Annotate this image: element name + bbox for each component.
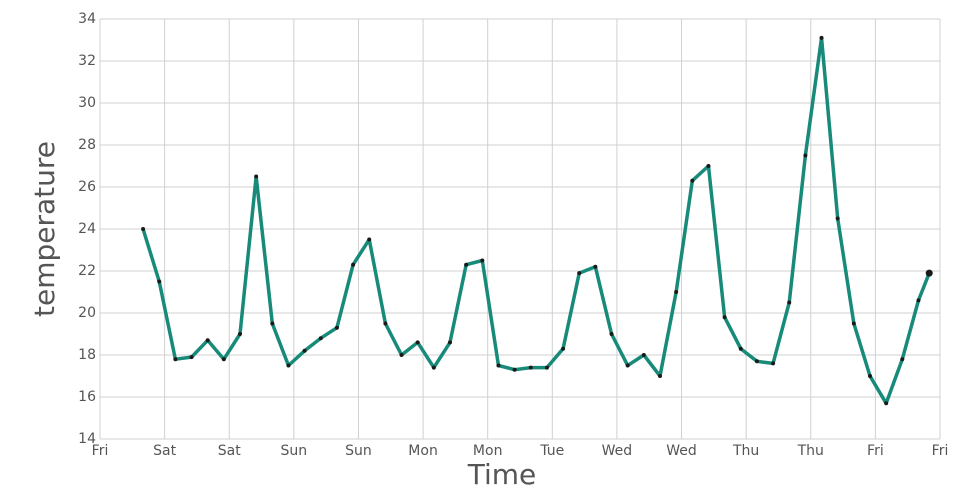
x-tick-label: Wed	[602, 443, 633, 459]
point	[496, 363, 501, 368]
point	[787, 300, 792, 305]
x-tick-label: Fri	[932, 443, 949, 459]
point	[925, 269, 933, 277]
x-tick-label: Thu	[797, 443, 824, 459]
point	[464, 262, 469, 267]
point	[835, 216, 840, 221]
point	[851, 321, 856, 326]
point	[480, 258, 485, 263]
x-tick-label: Sat	[153, 443, 176, 459]
point	[205, 338, 210, 343]
y-tick-label: 28	[78, 137, 96, 153]
point	[706, 164, 711, 168]
y-tick-label: 18	[78, 347, 96, 363]
x-tick-label: Mon	[473, 443, 503, 459]
line	[141, 36, 931, 406]
point	[189, 355, 194, 360]
x-tick-label: Fri	[867, 443, 884, 459]
point	[448, 340, 452, 345]
point	[900, 357, 905, 362]
point	[754, 359, 759, 364]
point	[431, 365, 436, 370]
point	[609, 332, 614, 336]
point	[561, 346, 566, 351]
point	[270, 321, 275, 326]
point	[625, 363, 630, 368]
point	[916, 298, 921, 303]
point	[884, 401, 889, 406]
point	[302, 348, 307, 353]
y-tick-label: 24	[78, 221, 96, 237]
point	[221, 357, 226, 362]
point	[157, 279, 162, 284]
point	[318, 336, 323, 341]
y-axis-label: temperature	[28, 141, 61, 317]
y-tick-label: 16	[78, 389, 96, 405]
y-tick-label: 34	[78, 11, 96, 27]
point	[286, 363, 291, 368]
y-tick-label: 20	[78, 305, 96, 321]
x-tick-label: Thu	[732, 443, 759, 459]
y-tick-label: 30	[78, 95, 96, 111]
point	[868, 374, 872, 378]
y-tick-label: 32	[78, 53, 96, 69]
x-tick-label: Fri	[92, 443, 109, 459]
point	[690, 178, 695, 183]
point	[334, 325, 339, 330]
x-tick-label: Wed	[666, 443, 697, 459]
point	[771, 361, 776, 366]
x-axis-label: Time	[467, 458, 537, 491]
point	[351, 262, 356, 267]
y-tick-label: 22	[78, 263, 96, 279]
point	[803, 153, 808, 158]
point	[544, 365, 549, 370]
point	[738, 346, 743, 351]
point	[238, 332, 242, 336]
x-tick-label: Mon	[408, 443, 438, 459]
point	[367, 237, 372, 242]
x-tick-label: Sat	[218, 443, 241, 459]
point	[141, 227, 146, 231]
point	[593, 264, 598, 269]
point	[512, 367, 517, 372]
point	[254, 174, 259, 179]
point	[383, 321, 388, 326]
x-tick-label: Tue	[539, 443, 564, 459]
point	[577, 271, 582, 276]
point	[415, 340, 420, 345]
x-tick-label: Sun	[345, 443, 372, 459]
point	[819, 35, 824, 40]
point	[658, 374, 662, 378]
point	[173, 357, 178, 362]
point	[641, 353, 646, 357]
y-tick-label: 26	[78, 179, 96, 195]
point	[399, 353, 404, 357]
point	[528, 365, 533, 370]
x-tick-label: Sun	[281, 443, 308, 459]
y-tick-label: 14	[78, 431, 96, 447]
point	[722, 315, 727, 320]
point	[674, 290, 679, 294]
